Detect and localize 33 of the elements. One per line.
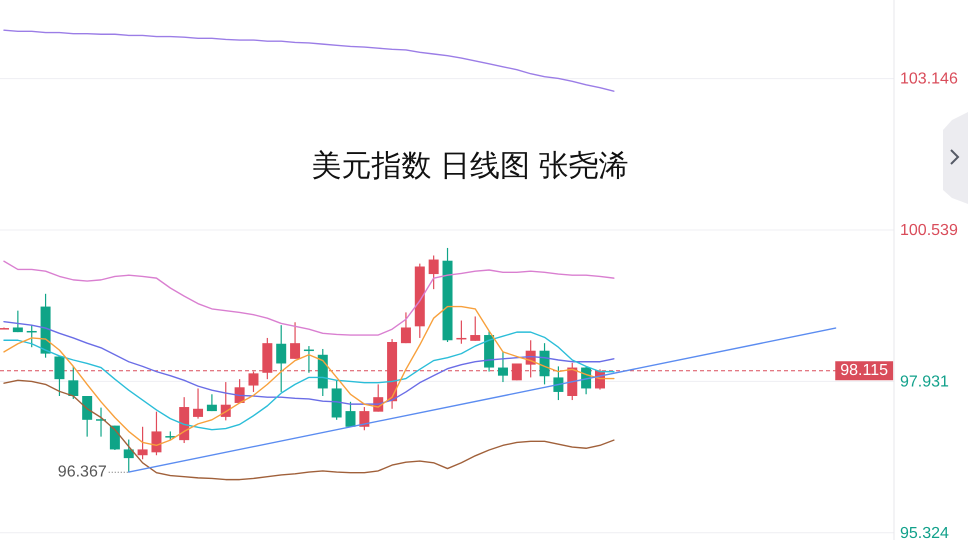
line-series: [3, 29, 615, 92]
candlestick: [498, 351, 508, 383]
y-tick-label: 103.146: [900, 70, 958, 88]
candlestick: [151, 411, 162, 456]
candlestick: [470, 316, 480, 342]
line-series: [3, 331, 615, 430]
candlestick: [138, 426, 148, 460]
candlestick: [276, 324, 286, 393]
y-tick-label: 95.324: [900, 524, 950, 542]
candlestick: [68, 366, 78, 400]
candlestick: [456, 320, 466, 344]
text: 美元指数 日线图 张尧浠: [312, 150, 628, 182]
candlestick: [12, 310, 23, 333]
candlestick: [124, 438, 134, 473]
candlestick: [553, 366, 564, 401]
y-tick-label: 97.931: [900, 374, 950, 391]
line-series: [3, 380, 615, 480]
candlestick: [304, 345, 314, 374]
candlestick: [206, 394, 217, 412]
y-tick-label: 100.539: [900, 222, 958, 240]
candlestick: [290, 322, 300, 360]
candlestick: [110, 425, 120, 451]
candlestick: [400, 312, 411, 344]
ref-line-label: 98.115: [840, 362, 888, 380]
candlestick: [82, 395, 92, 438]
candlestick: [26, 324, 37, 348]
candlestick: [193, 388, 204, 420]
annotation: 96.367: [58, 464, 107, 481]
candlestick: [54, 356, 64, 397]
candlestick: [428, 254, 439, 290]
line-series: [3, 260, 615, 336]
candlestick: [359, 406, 370, 431]
candlestick: [346, 401, 356, 428]
